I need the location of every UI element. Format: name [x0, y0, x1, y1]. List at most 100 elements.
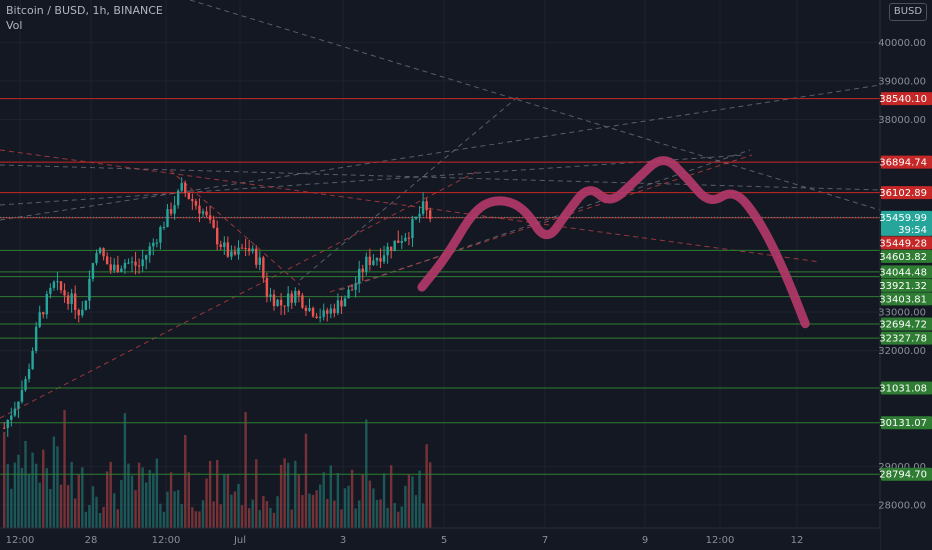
candle-body	[77, 309, 80, 316]
volume-bar	[400, 506, 403, 528]
volume-bar	[127, 463, 130, 528]
volume-bar	[155, 458, 159, 528]
candle-body	[59, 281, 63, 291]
volume-bar	[187, 472, 190, 528]
time-tick-label: 12:00	[6, 535, 35, 546]
candle-body	[130, 261, 134, 263]
candle-body	[365, 256, 368, 272]
volume-bar	[326, 498, 329, 528]
volume-bar	[340, 509, 343, 528]
candle-body	[382, 255, 386, 262]
candle-body	[347, 289, 350, 299]
volume-bar	[287, 462, 290, 528]
candle-body	[389, 246, 393, 252]
volume-bar	[49, 489, 52, 528]
projection-path[interactable]	[417, 156, 810, 329]
candle-body	[418, 213, 421, 217]
candle-body	[6, 419, 9, 428]
candle-body	[340, 300, 343, 307]
price-level-tag: 35449.28	[879, 238, 927, 249]
candle-body	[329, 308, 332, 314]
volume-bar	[350, 469, 354, 528]
volume-bar	[258, 510, 261, 528]
volume-bar	[81, 467, 84, 528]
volume-bar	[91, 486, 95, 528]
volume-bar	[84, 511, 88, 528]
candle-body	[155, 242, 159, 244]
candle-body	[276, 299, 279, 307]
volume-bar	[141, 467, 144, 528]
volume-bar	[13, 462, 17, 528]
candle-body	[191, 199, 194, 202]
volume-bar	[148, 469, 151, 528]
trend-line	[0, 154, 746, 206]
volume-bar	[173, 491, 176, 528]
candle-body	[269, 294, 272, 297]
candle-body	[42, 312, 45, 315]
candle-body	[290, 293, 293, 303]
candle-body	[152, 242, 155, 247]
price-level-tag-bg	[881, 92, 932, 106]
volume-bar	[134, 490, 137, 528]
volume-bar	[269, 507, 272, 528]
volume-bar	[333, 500, 336, 528]
candle-body	[318, 316, 322, 318]
projection-drawing[interactable]	[417, 156, 810, 329]
volume-bar	[95, 496, 98, 528]
volume-bar	[304, 433, 308, 528]
trend-line	[0, 149, 821, 263]
candle-body	[294, 290, 297, 303]
candle-body	[368, 256, 372, 265]
volume-bar	[42, 449, 45, 528]
candle-body	[350, 289, 354, 291]
candle-body	[379, 258, 382, 262]
time-axis[interactable]: 12:00 28 12:00 Jul 3 5 7 9 12:00 12	[0, 527, 880, 550]
time-tick-label: 12:00	[706, 535, 735, 546]
volume-bar	[98, 512, 102, 528]
indicator-label: Vol	[6, 19, 23, 32]
candle-body	[52, 281, 56, 288]
candle-body	[421, 201, 425, 214]
volume-bar	[297, 474, 301, 528]
candle-body	[201, 211, 205, 214]
time-tick-label: 3	[340, 535, 346, 546]
volume-bar	[411, 476, 414, 528]
candle-body	[173, 205, 176, 214]
candle-body	[159, 226, 162, 243]
trend-line	[0, 169, 481, 419]
candle-body	[13, 408, 17, 416]
candle-body	[187, 192, 190, 200]
volume-bar	[159, 503, 162, 528]
volume-bar	[130, 475, 134, 528]
volume-bar	[66, 485, 70, 528]
price-tick-label: 38000.00	[878, 115, 926, 126]
candle-body	[45, 293, 48, 315]
currency-button[interactable]: BUSD	[889, 3, 927, 21]
last-price-tag-bg	[881, 210, 932, 236]
price-tick-label: 32000.00	[878, 346, 926, 357]
candle-body	[247, 248, 251, 252]
volume-bar	[166, 491, 169, 528]
candle-body	[24, 379, 27, 391]
volume-bar	[407, 474, 411, 528]
price-level-tag-bg	[881, 278, 932, 292]
price-level-tag-bg	[881, 186, 932, 200]
volume-bar	[20, 467, 24, 528]
price-level-tag-bg	[881, 331, 932, 345]
candle-body	[109, 264, 112, 271]
volume-bar	[386, 507, 389, 528]
candle-body	[141, 259, 144, 266]
countdown-tag: 39:54	[898, 225, 927, 236]
grid-lines	[0, 0, 880, 528]
candle-body	[336, 300, 340, 314]
candle-body	[297, 290, 301, 296]
volume-bar	[230, 494, 233, 528]
candle-body	[404, 237, 407, 242]
volume-bar	[10, 488, 13, 528]
candle-body	[411, 218, 414, 239]
price-level-tag-bg	[881, 381, 932, 395]
volume-bar	[191, 507, 194, 528]
candle-body	[137, 265, 141, 267]
